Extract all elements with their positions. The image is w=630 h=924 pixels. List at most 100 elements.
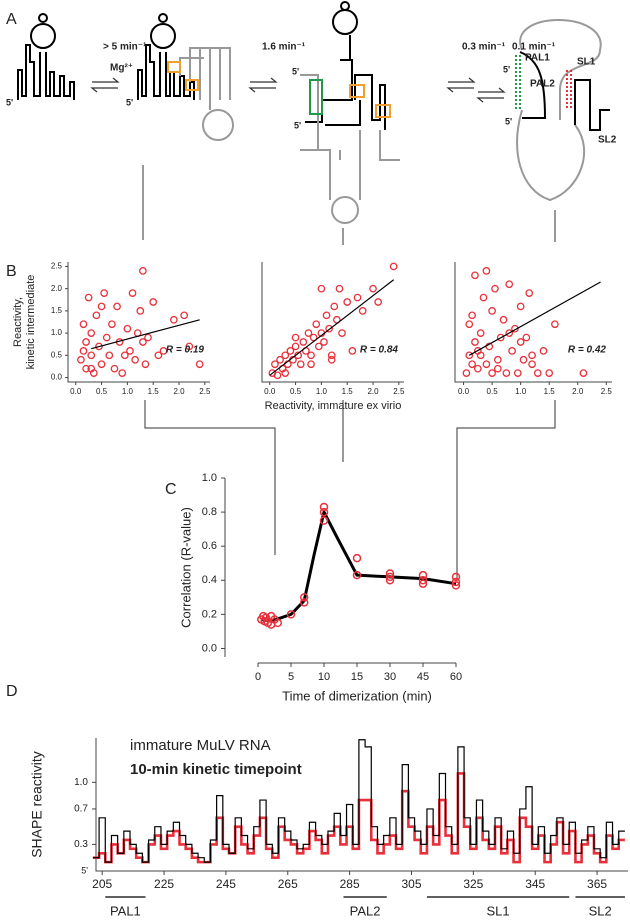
point — [95, 342, 103, 351]
point — [496, 333, 505, 342]
point — [353, 293, 362, 302]
x-tick-label: 265 — [278, 877, 298, 891]
point — [139, 267, 147, 275]
x-tick-label: 1.0 — [316, 387, 328, 396]
point — [539, 347, 548, 355]
y-tick-label: 0.8 — [202, 506, 217, 518]
point — [286, 347, 295, 355]
structure-2 — [137, 13, 234, 141]
point — [195, 360, 204, 369]
x-tick-label: 2.5 — [393, 387, 405, 396]
point — [307, 351, 315, 360]
point — [105, 351, 114, 360]
point — [299, 598, 309, 607]
strand — [305, 35, 386, 130]
rate-label: > 5 min⁻¹ — [103, 42, 147, 53]
axis — [67, 262, 210, 383]
point — [79, 347, 88, 355]
highlight — [167, 61, 181, 73]
point — [141, 360, 150, 369]
point — [97, 360, 106, 369]
x-tick-label: 1.0 — [515, 387, 527, 396]
point — [418, 570, 428, 580]
point — [451, 577, 461, 587]
point — [299, 338, 308, 346]
point — [335, 284, 344, 293]
point — [505, 280, 514, 289]
point — [352, 570, 362, 580]
point — [465, 351, 474, 360]
point — [325, 324, 333, 333]
point — [358, 307, 367, 315]
x-tick-label: 1.5 — [148, 387, 160, 396]
point — [100, 289, 108, 297]
point — [533, 369, 542, 377]
point — [479, 293, 488, 302]
rate-label: 0.3 min⁻¹ — [462, 42, 506, 53]
x-tick-label: 2.0 — [367, 387, 379, 396]
point — [385, 572, 395, 582]
point — [92, 311, 101, 320]
x-axis-label: Reactivity, immature ex virio — [265, 400, 402, 412]
x-tick-label: 0.0 — [264, 387, 276, 396]
point — [261, 613, 271, 623]
five-prime-label: 5' — [6, 97, 13, 107]
region-label: PAL1 — [525, 53, 550, 64]
dimer-hatch — [566, 70, 572, 110]
point — [304, 329, 313, 337]
point — [551, 320, 559, 329]
point — [473, 364, 482, 373]
x-tick-label: 0.5 — [290, 387, 302, 396]
point — [476, 329, 485, 337]
loop — [150, 23, 176, 49]
x-tick-label: 245 — [216, 877, 236, 891]
loop — [331, 196, 359, 224]
point — [273, 371, 282, 380]
x-tick-label: 2.0 — [173, 387, 185, 396]
point — [491, 284, 499, 293]
point — [493, 364, 502, 373]
x-tick-label: 205 — [92, 877, 112, 891]
highlight — [375, 104, 391, 118]
y-tick-label: 0.6 — [202, 540, 217, 552]
five-prime-label: 5' — [505, 116, 512, 126]
y-tick-label: 0.4 — [202, 574, 217, 586]
point — [545, 369, 554, 377]
point — [482, 267, 491, 275]
region-label: PAL1 — [110, 903, 141, 918]
point — [87, 364, 96, 373]
legend-entry: 10-min kinetic timepoint — [130, 761, 302, 778]
rate-label: 0.1 min⁻¹ — [512, 42, 556, 53]
equilibrium-arrows — [90, 77, 506, 103]
point — [499, 315, 508, 324]
point — [82, 338, 90, 346]
x-axis-label: Time of dimerization (min) — [282, 688, 432, 703]
point — [286, 610, 296, 619]
point — [516, 338, 525, 346]
point — [170, 315, 178, 324]
point — [291, 342, 300, 351]
point — [281, 369, 290, 377]
x-tick-label: 365 — [587, 877, 607, 891]
strand — [300, 74, 400, 200]
x-tick-label: 15 — [351, 671, 363, 683]
point — [126, 347, 134, 355]
point — [154, 351, 163, 360]
point — [508, 347, 516, 355]
y-axis-label: SHAPE reactivity — [29, 751, 45, 858]
x-tick-label: 0.5 — [96, 387, 108, 396]
point — [87, 351, 96, 360]
point — [84, 293, 93, 302]
point — [319, 516, 329, 525]
x-tick-label: 5 — [288, 671, 294, 683]
point — [516, 302, 525, 311]
x-tick-label: 0 — [255, 671, 261, 683]
point — [519, 355, 528, 364]
point — [327, 355, 336, 364]
point — [451, 572, 461, 582]
loop — [30, 23, 56, 49]
y-tick-label: 0.7 — [74, 804, 88, 815]
region-label: SL2 — [598, 135, 617, 146]
